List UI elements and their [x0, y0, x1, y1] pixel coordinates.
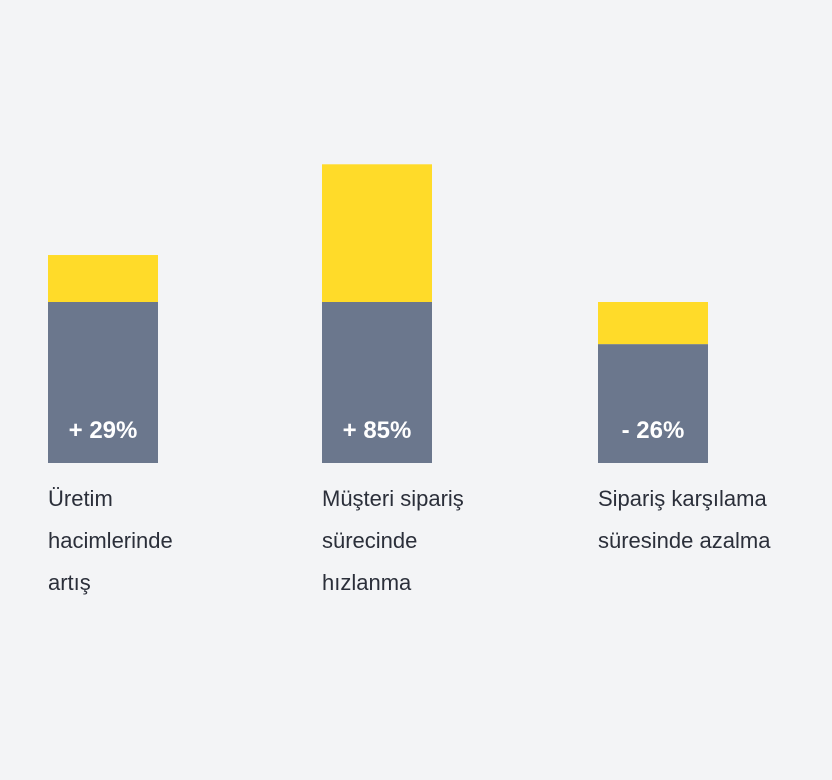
- category-label: Müşteri sipariş sürecinde hızlanma: [322, 486, 464, 595]
- change-bar: [48, 255, 158, 302]
- value-label: - 26%: [622, 417, 685, 444]
- base-bar: [598, 344, 708, 463]
- category-label: Sipariş karşılama süresinde azalma: [598, 486, 771, 553]
- base-bar: [48, 302, 158, 463]
- change-bar: [598, 302, 708, 345]
- change-bar: [322, 164, 432, 302]
- base-bar: [322, 302, 432, 463]
- category-label: Üretim hacimlerinde artış: [48, 486, 173, 595]
- value-label: + 85%: [343, 417, 412, 444]
- value-label: + 29%: [69, 417, 138, 444]
